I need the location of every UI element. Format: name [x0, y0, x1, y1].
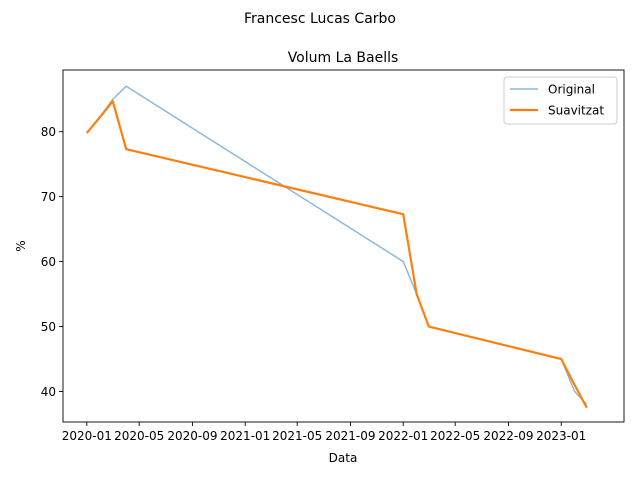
x-tick-label: 2022-09 — [483, 429, 533, 443]
x-tick-label: 2022-01 — [378, 429, 428, 443]
x-axis-label: Data — [329, 451, 358, 465]
y-axis-label: % — [14, 240, 28, 251]
y-tick-label: 80 — [41, 125, 56, 139]
y-tick-label: 40 — [41, 385, 56, 399]
legend-label-original: Original — [548, 83, 595, 97]
legend: Original Suavitzat — [503, 76, 618, 125]
x-tick-label: 2023-01 — [536, 429, 586, 443]
x-tick-label: 2021-05 — [272, 429, 322, 443]
x-tick-label: 2021-01 — [220, 429, 270, 443]
plot-area — [62, 69, 625, 423]
x-tick-label: 2020-09 — [167, 429, 217, 443]
figure-suptitle: Francesc Lucas Carbo — [244, 11, 396, 27]
x-axis: 2020-01 2020-05 2020-09 2021-01 2021-05 2021-… — [62, 422, 586, 443]
series-line-suavitzat — [85, 100, 588, 409]
axes-frame — [62, 69, 625, 423]
y-axis: 40 50 60 70 80 — [41, 125, 63, 399]
x-tick-label: 2020-05 — [114, 429, 164, 443]
y-tick-label: 50 — [41, 320, 56, 334]
y-tick-label: 70 — [41, 190, 56, 204]
chart-title: Volum La Baells — [288, 50, 399, 66]
x-tick-label: 2022-05 — [430, 429, 480, 443]
y-tick-label: 60 — [41, 255, 56, 269]
legend-label-suavitzat: Suavitzat — [548, 104, 604, 118]
x-tick-label: 2020-01 — [62, 429, 112, 443]
x-tick-label: 2021-09 — [325, 429, 375, 443]
